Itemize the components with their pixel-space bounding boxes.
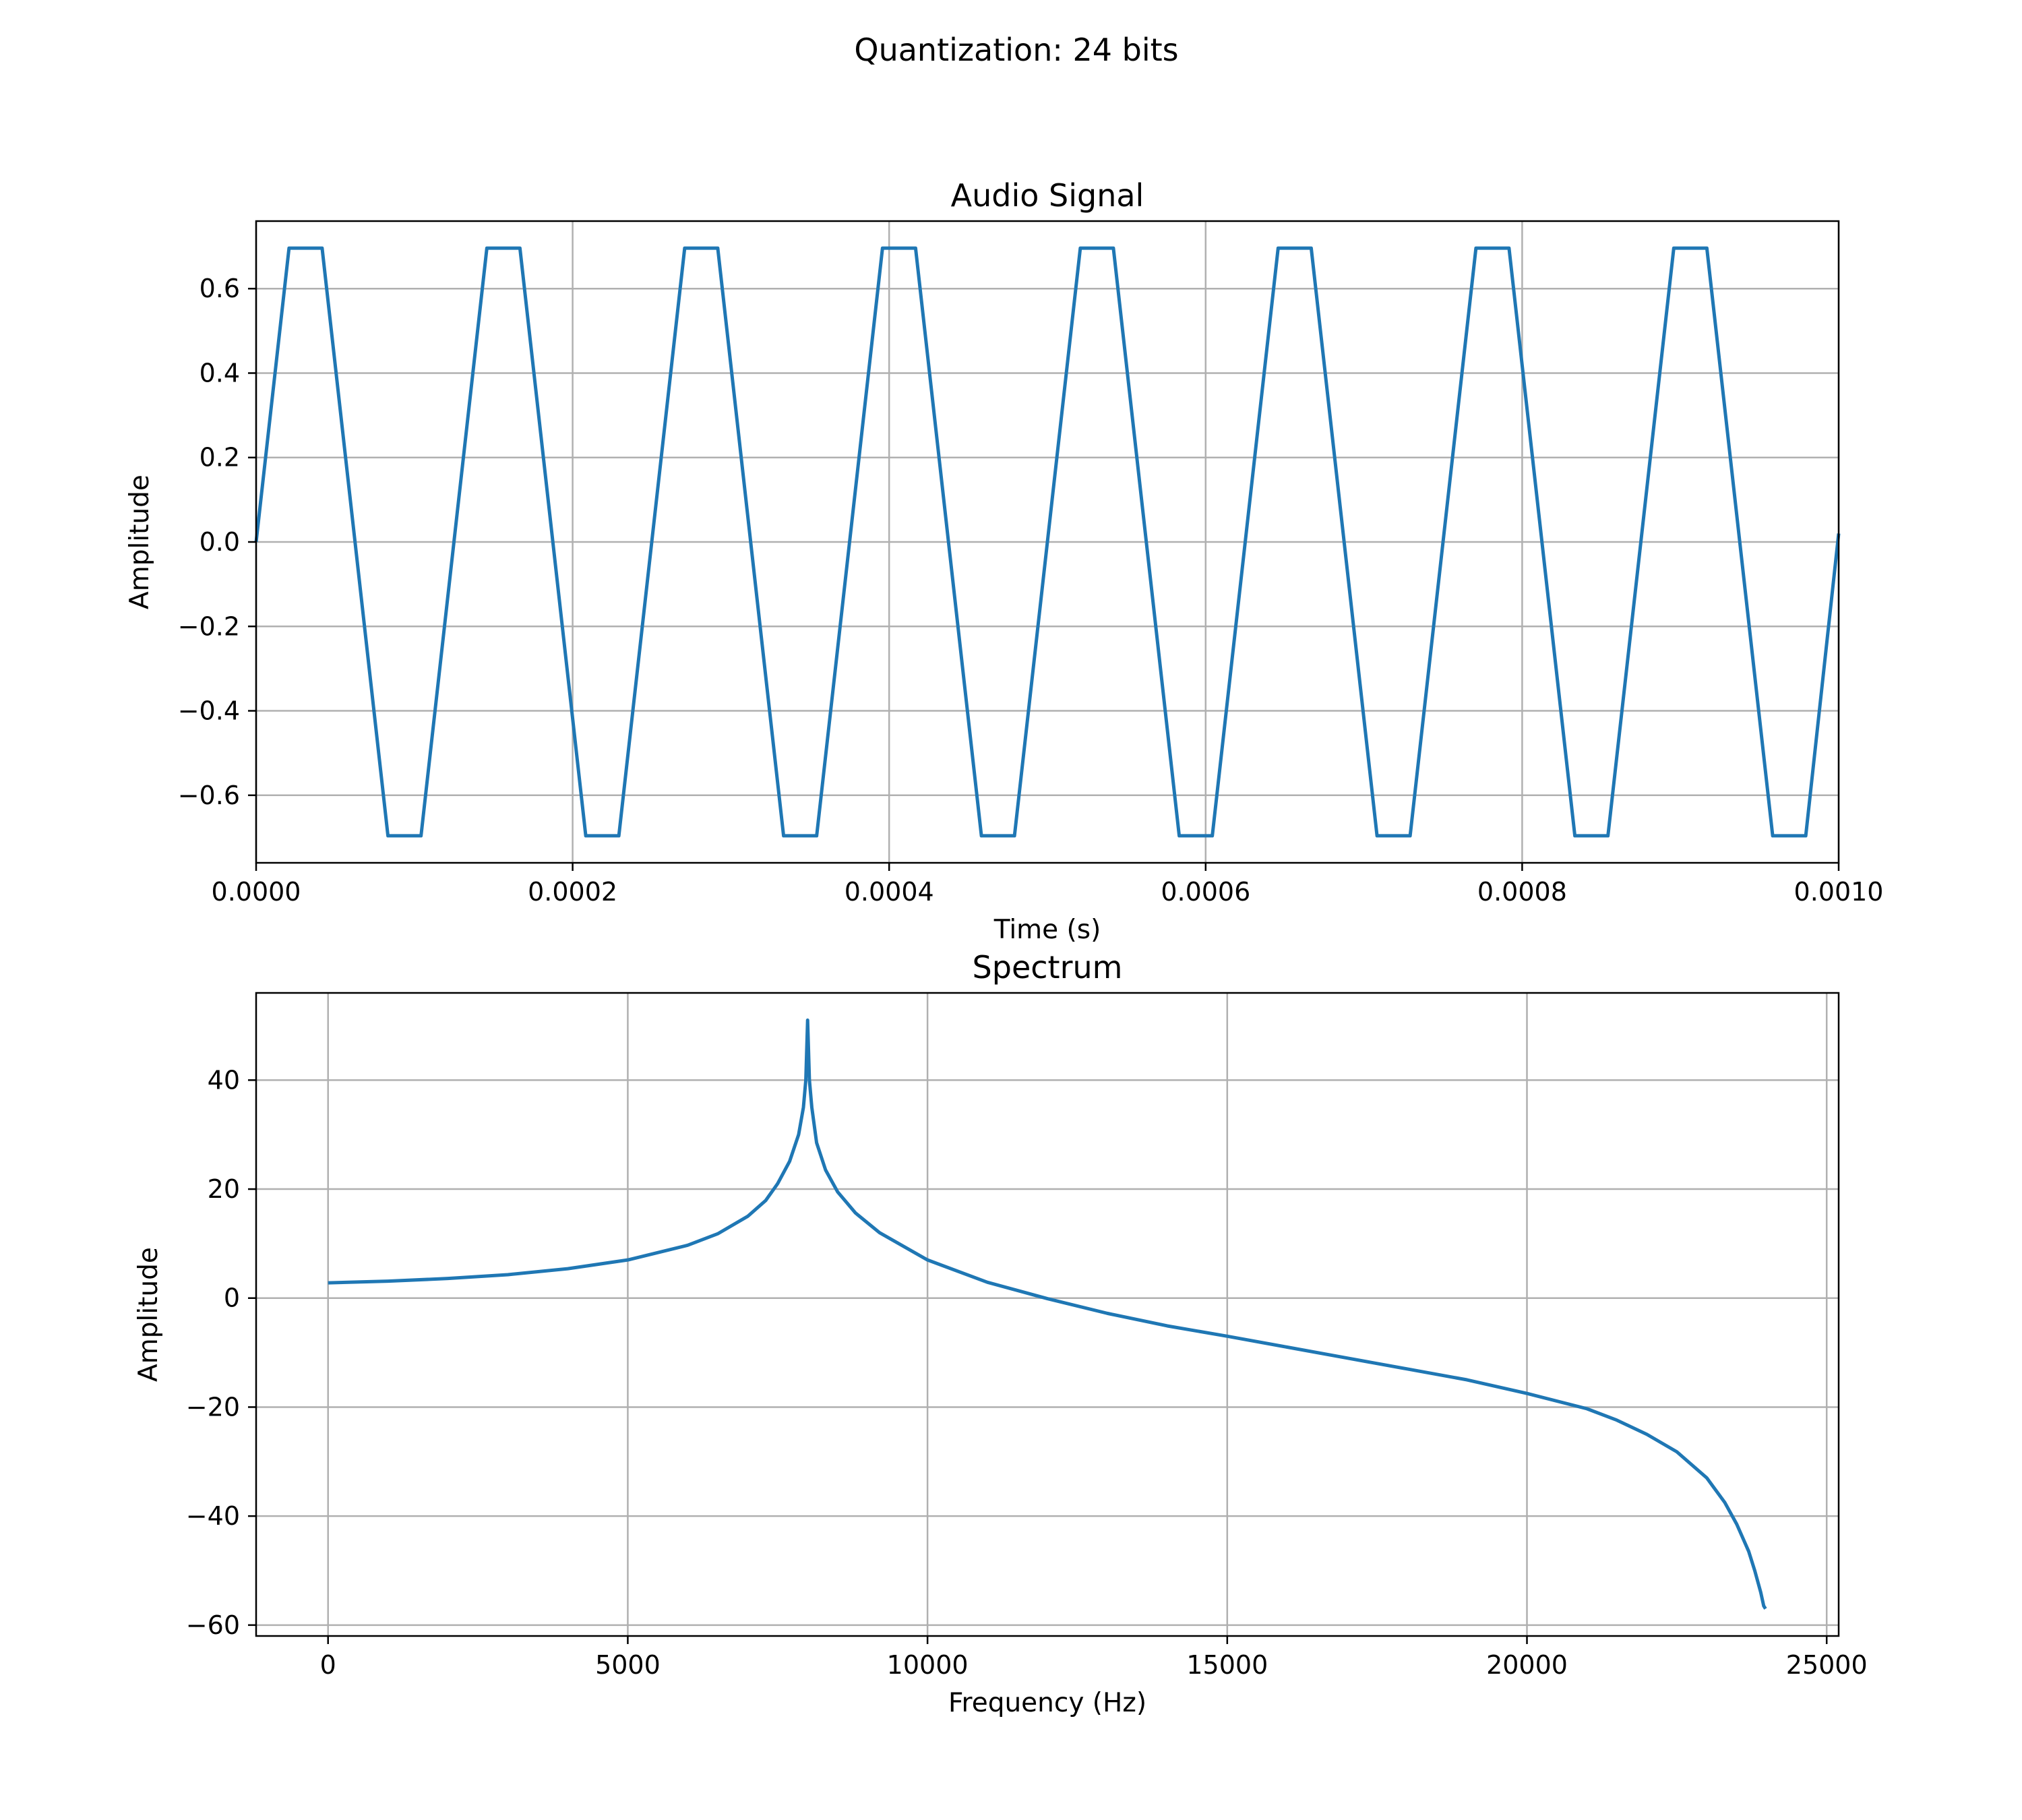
audio-signal-y-axis-label: Amplitude <box>125 475 155 609</box>
audio-signal-y-tick-label-6: 0.6 <box>200 274 240 303</box>
spectrum-y-tick-label-3: 0 <box>224 1283 240 1313</box>
audio-signal-panel: 0.0000 0.0002 0.0004 0.0006 0.0008 0.0010 −0.6… <box>125 177 1883 945</box>
spectrum-x-tick-label-5: 25000 <box>1786 1650 1868 1680</box>
audio-signal-y-tick-label-0: −0.6 <box>178 781 240 810</box>
spectrum-x-axis-label: Frequency (Hz) <box>948 1688 1146 1718</box>
audio-signal-title: Audio Signal <box>951 177 1144 214</box>
audio-signal-y-tick-label-2: −0.2 <box>178 611 240 641</box>
audio-signal-y-tick-label-4: 0.2 <box>200 443 240 473</box>
spectrum-panel: 0 5000 10000 15000 20000 25000−60−40−2002040 … <box>133 949 1868 1718</box>
audio-signal-ticks: 0.0000 0.0002 0.0004 0.0006 0.0008 0.0010 −0.6… <box>178 274 1884 907</box>
audio-signal-x-tick-label-5: 0.0010 <box>1794 877 1884 907</box>
spectrum-y-axis-label: Amplitude <box>133 1247 164 1382</box>
spectrum-x-tick-label-1: 5000 <box>595 1650 661 1680</box>
spectrum-line <box>328 1018 1767 1610</box>
audio-signal-x-tick-label-4: 0.0008 <box>1477 877 1567 907</box>
spectrum-x-tick-label-0: 0 <box>320 1650 336 1680</box>
spectrum-x-tick-label-2: 10000 <box>887 1650 969 1680</box>
audio-signal-x-axis-label: Time (s) <box>993 915 1101 945</box>
spectrum-y-tick-label-0: −60 <box>186 1610 240 1640</box>
spectrum-y-tick-label-4: 20 <box>208 1174 240 1204</box>
spectrum-x-tick-label-4: 20000 <box>1486 1650 1568 1680</box>
spectrum-x-tick-label-3: 15000 <box>1186 1650 1268 1680</box>
spectrum-y-tick-label-2: −20 <box>186 1392 240 1422</box>
audio-signal-line <box>254 246 1841 838</box>
figure-suptitle: Quantization: 24 bits <box>854 32 1178 68</box>
audio-signal-y-tick-label-3: 0.0 <box>200 527 240 557</box>
spectrum-ticks: 0 5000 10000 15000 20000 25000 −60 −40 −20 0 20 40 <box>186 1065 1868 1680</box>
audio-signal-x-tick-label-3: 0.0006 <box>1161 877 1250 907</box>
audio-signal-x-tick-label-1: 0.0002 <box>528 877 617 907</box>
audio-signal-y-tick-label-5: 0.4 <box>200 358 240 388</box>
audio-signal-x-tick-label-0: 0.0000 <box>212 877 301 907</box>
spectrum-axes-frame <box>255 992 1840 1637</box>
audio-signal-y-tick-label-1: −0.4 <box>178 696 240 726</box>
spectrum-title: Spectrum <box>973 949 1123 985</box>
spectrum-grid <box>256 993 1839 1636</box>
spectrum-y-tick-label-1: −40 <box>186 1501 240 1531</box>
audio-signal-x-tick-label-2: 0.0004 <box>845 877 934 907</box>
spectrum-y-tick-label-5: 40 <box>208 1065 240 1095</box>
